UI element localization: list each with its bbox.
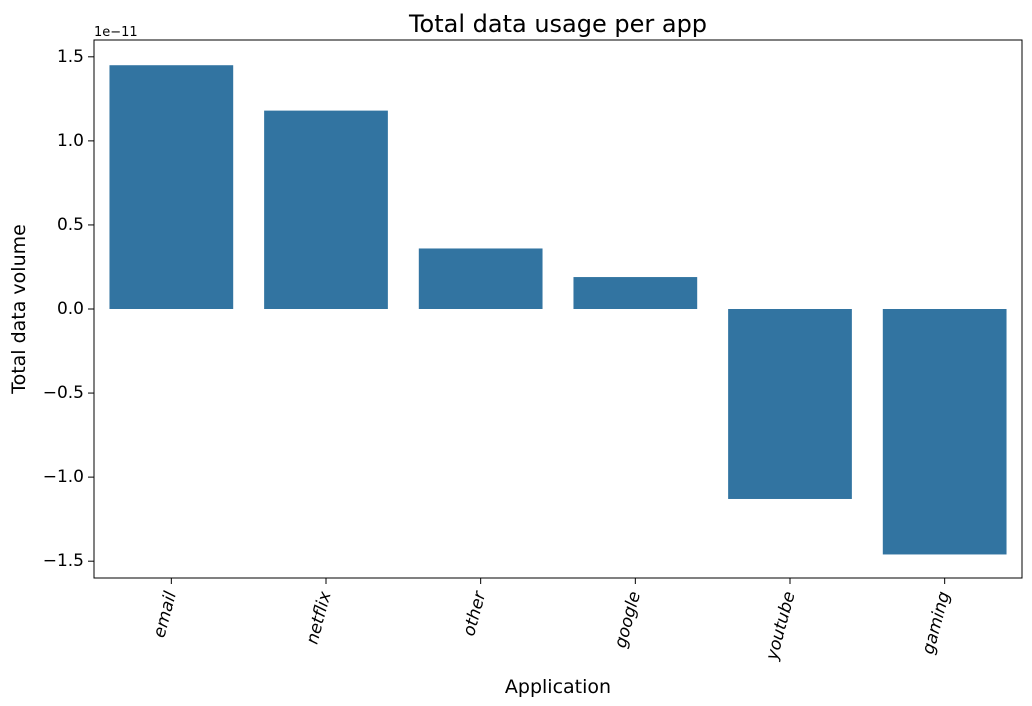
y-tick-label: −1.0 <box>43 467 84 487</box>
bar-youtube <box>728 309 852 499</box>
x-tick-label: email <box>150 589 182 640</box>
y-axis-label: Total data volume <box>8 224 30 395</box>
bars-group <box>109 65 1007 555</box>
x-tick-label: gaming <box>918 589 954 656</box>
x-tick-label: other <box>459 588 490 638</box>
bar-google <box>573 277 698 309</box>
x-tick-label: netflix <box>302 589 335 647</box>
x-tick-label: youtube <box>762 589 800 663</box>
x-axis-ticks: email netflix other google youtube gaming <box>150 578 954 663</box>
y-tick-label: 1.0 <box>57 131 84 151</box>
y-axis-offset-label: 1e−11 <box>94 25 138 40</box>
y-tick-label: 0.0 <box>57 299 84 319</box>
x-tick-label: google <box>611 589 645 650</box>
bar-other <box>418 248 543 309</box>
x-axis-label: Application <box>505 676 611 698</box>
y-tick-label: 1.5 <box>57 47 84 67</box>
y-axis-ticks: 1.5 1.0 0.5 0.0 −0.5 −1.0 −1.5 <box>43 47 94 571</box>
y-tick-label: 0.5 <box>57 215 84 235</box>
y-tick-label: −0.5 <box>43 383 84 403</box>
bar-email <box>109 65 234 309</box>
bar-gaming <box>882 309 1007 555</box>
bar-netflix <box>264 110 388 309</box>
y-tick-label: −1.5 <box>43 551 84 571</box>
chart-title: Total data usage per app <box>408 10 707 38</box>
